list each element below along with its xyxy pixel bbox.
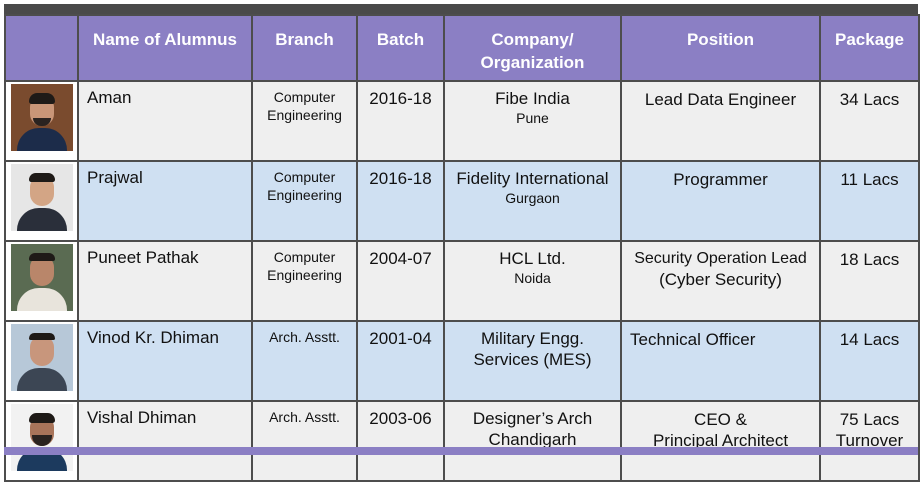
branch-cell: Computer Engineering [251,240,358,322]
branch-cell: Computer Engineering [251,80,358,162]
header-company: Company/ Organization [443,14,622,82]
alumnus-name: Vishal Dhiman [77,400,253,482]
company-cell: Military Engg. Services (MES) [443,320,622,402]
package-line2: Turnover [835,431,904,450]
package-line1: 11 Lacs [840,170,899,189]
company-name: Fidelity International [456,169,609,188]
table-row: Vinod Kr. Dhiman Arch. Asstt. 2001-04 Mi… [4,320,920,402]
package-cell: 18 Lacs [819,240,920,322]
alumnus-photo [10,244,73,311]
alumnus-name: Aman [77,80,253,162]
alumni-table-frame: Name of Alumnus Branch Batch Company/ Or… [4,4,920,482]
header-batch: Batch [356,14,445,82]
table-row: Puneet Pathak Computer Engineering 2004-… [4,240,920,322]
company-city: Pune [516,110,549,126]
company-name: HCL Ltd. [499,249,566,268]
batch-cell: 2016-18 [356,80,445,162]
position-cell: Security Operation Lead (Cyber Security) [620,240,821,322]
photo-cell [4,320,79,402]
company-name: Fibe India [495,89,570,108]
header-name: Name of Alumnus [77,14,253,82]
branch-line2: Engineering [267,187,342,203]
batch-cell: 2001-04 [356,320,445,402]
position-line1: Lead Data Engineer [644,90,797,109]
package-cell: 34 Lacs [819,80,920,162]
package-cell: 14 Lacs [819,320,920,402]
position-cell: Technical Officer [620,320,821,402]
position-line2: Principal Architect [652,431,789,450]
company-cell: Fibe India Pune [443,80,622,162]
branch-line2: Engineering [267,267,342,283]
company-name: Designer’s Arch [472,409,593,428]
batch-cell: 2016-18 [356,160,445,242]
header-company-label: Company/ Organization [480,30,585,72]
header-position: Position [620,14,821,82]
photo-cell [4,240,79,322]
table-row: Aman Computer Engineering 2016-18 Fibe I… [4,80,920,162]
alumnus-name: Vinod Kr. Dhiman [77,320,253,402]
alumnus-photo [10,324,73,391]
branch-line1: Arch. Asstt. [269,409,340,425]
batch-cell: 2003-06 [356,400,445,482]
branch-line1: Computer [273,249,336,265]
alumnus-photo [10,404,73,471]
branch-cell: Computer Engineering [251,160,358,242]
package-line1: 14 Lacs [839,330,900,349]
alumnus-name: Prajwal [77,160,253,242]
table-header-row: Name of Alumnus Branch Batch Company/ Or… [4,14,920,82]
bottom-border-bar [4,447,918,455]
package-line1: 34 Lacs [839,90,900,109]
package-cell: 75 Lacs Turnover [819,400,920,482]
position-line2: (Cyber Security) [659,270,782,289]
alumnus-photo [10,84,73,151]
alumni-placement-table: Name of Alumnus Branch Batch Company/ Or… [4,14,920,482]
alumnus-photo [10,164,73,231]
position-cell: Lead Data Engineer [620,80,821,162]
branch-cell: Arch. Asstt. [251,400,358,482]
header-photo [4,14,79,82]
position-line1: Programmer [673,170,768,189]
company-cell: Fidelity International Gurgaon [443,160,622,242]
company-name-line2: Services (MES) [473,350,592,369]
position-line1: CEO & [694,410,747,429]
package-cell: 11 Lacs [819,160,920,242]
company-cell: HCL Ltd. Noida [443,240,622,322]
header-branch: Branch [251,14,358,82]
company-name-line2: Chandigarh [488,430,577,449]
branch-line1: Computer [273,89,336,105]
header-package: Package [819,14,920,82]
table-row: Vishal Dhiman Arch. Asstt. 2003-06 Desig… [4,400,920,482]
company-name: Military Engg. [481,329,584,348]
photo-cell [4,80,79,162]
top-border-bar [4,4,918,14]
position-line1: Technical Officer [630,330,756,349]
position-line1: Security Operation Lead [634,250,807,267]
photo-cell [4,160,79,242]
alumnus-name: Puneet Pathak [77,240,253,322]
position-cell: Programmer [620,160,821,242]
batch-cell: 2004-07 [356,240,445,322]
package-line1: 18 Lacs [839,250,900,269]
branch-cell: Arch. Asstt. [251,320,358,402]
table-row: Prajwal Computer Engineering 2016-18 Fid… [4,160,920,242]
branch-line1: Arch. Asstt. [269,329,340,345]
branch-line1: Computer [273,169,336,185]
company-cell: Designer’s Arch Chandigarh [443,400,622,482]
photo-cell [4,400,79,482]
position-cell: CEO & Principal Architect [620,400,821,482]
company-city: Noida [514,270,551,286]
branch-line2: Engineering [267,107,342,123]
company-city: Gurgaon [505,190,560,206]
package-line1: 75 Lacs [839,410,900,429]
